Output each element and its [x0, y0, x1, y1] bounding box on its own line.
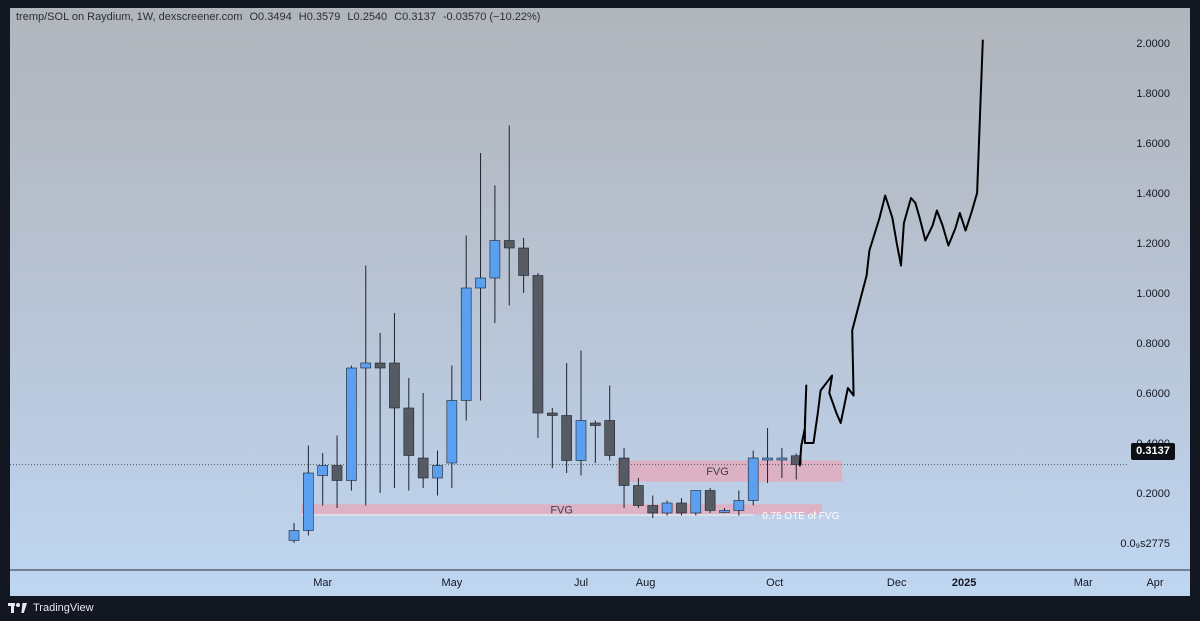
y-tick-label: 1.4000: [1136, 188, 1170, 200]
fvg-zone: [301, 504, 823, 515]
low-value: L0.2540: [347, 11, 388, 23]
candlestick-chart[interactable]: FVG FVG 0.75 OTE of FVG 2.0000 1.8000 1.6000 1…: [10, 8, 1190, 596]
x-tick-label: Mar: [1074, 577, 1093, 589]
candle-body: [604, 420, 616, 456]
candle-body: [518, 247, 529, 276]
x-tick-label: Jul: [574, 577, 588, 589]
y-tick-label: 0.6000: [1136, 388, 1170, 400]
candle-body: [704, 490, 716, 511]
fvg-zone-label: FVG: [706, 466, 729, 478]
candle-body: [762, 457, 773, 461]
ote-line-label: 0.75 OTE of FVG: [762, 511, 839, 522]
x-tick-label: Mar: [313, 577, 332, 589]
candle-body: [561, 415, 572, 461]
x-tick-label: Dec: [887, 577, 907, 589]
candle-body: [618, 457, 630, 486]
y-tick-label: 1.2000: [1136, 238, 1170, 250]
y-tick-label: 1.6000: [1136, 138, 1170, 150]
candle-body: [374, 362, 386, 369]
candle-body: [389, 362, 400, 409]
candle-body: [403, 407, 415, 456]
x-tick-label: Oct: [766, 577, 783, 589]
candle-body: [776, 457, 788, 461]
candle-body: [303, 472, 314, 531]
candle-body: [331, 465, 343, 481]
x-tick-label: May: [441, 577, 462, 589]
last-price-badge: 0.3137: [1131, 443, 1175, 460]
candle-body: [346, 367, 357, 481]
y-tick-label: 1.0000: [1136, 288, 1170, 300]
candle-body: [575, 420, 587, 461]
candle-body: [546, 412, 558, 416]
candle-body: [532, 275, 544, 414]
candle-body: [360, 362, 372, 369]
candle-body: [676, 502, 687, 514]
x-tick-label: 2025: [952, 577, 976, 589]
candle-body: [446, 400, 458, 464]
candle-body: [460, 287, 472, 401]
y-tick-label: 1.8000: [1136, 88, 1170, 100]
high-value: H0.3579: [298, 11, 341, 23]
open-value: O0.3494: [249, 11, 292, 23]
fvg-zone-label: FVG: [550, 504, 573, 516]
candle-body: [475, 277, 486, 289]
x-tick-label: Aug: [636, 577, 656, 589]
chart-plot-area[interactable]: FVG FVG 0.75 OTE of FVG 2.0000 1.8000 1.6000 1…: [10, 8, 1190, 596]
candle-body: [733, 500, 745, 511]
close-value: C0.3137: [394, 11, 436, 23]
candle-body: [317, 465, 329, 476]
candle-body: [690, 490, 702, 514]
candle-body: [590, 422, 601, 426]
fvg-zone: [616, 460, 843, 482]
candle-body: [288, 530, 300, 541]
symbol-header: tremp/SOL on Raydium, 1W, dexscreener.co…: [16, 11, 544, 23]
y-tick-label: 0.0₉s2775: [1120, 538, 1170, 550]
projection-line: [798, 39, 984, 467]
candle-body: [747, 457, 759, 501]
candle-body: [417, 457, 429, 479]
y-tick-label: 2.0000: [1136, 38, 1170, 50]
candle-body: [432, 465, 443, 479]
y-tick-label: 0.8000: [1136, 338, 1170, 350]
candle-body: [489, 240, 501, 279]
candle-body: [719, 510, 730, 513]
tradingview-branding[interactable]: TradingView: [8, 600, 94, 616]
symbol-label[interactable]: tremp/SOL on Raydium, 1W, dexscreener.co…: [16, 11, 243, 23]
x-tick-label: Apr: [1146, 577, 1163, 589]
y-tick-label: 0.2000: [1136, 488, 1170, 500]
candle-body: [661, 502, 673, 514]
candle-body: [790, 455, 802, 465]
candle-body: [503, 240, 515, 249]
tradingview-brand-text: TradingView: [33, 602, 94, 614]
change-value: -0.03570 (−10.22%): [442, 11, 541, 23]
candle-body: [647, 505, 659, 514]
tradingview-logo-icon: [8, 603, 28, 613]
candle-body: [633, 485, 644, 506]
